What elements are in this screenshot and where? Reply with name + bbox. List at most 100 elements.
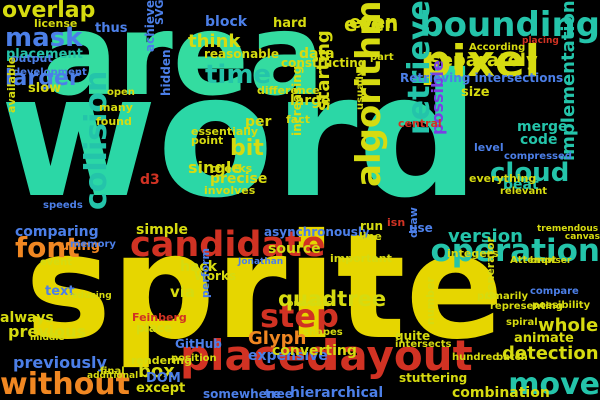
word-cloud-word: difference [257,84,320,97]
word-cloud-word: tree [265,387,293,400]
word-cloud-word: compressed [504,151,572,162]
word-cloud-word: primarily [477,291,528,302]
word-cloud-word: stuttering [399,371,468,385]
word-cloud-word: central [398,117,442,130]
word-cloud-word: memory [70,239,116,250]
word-cloud-word: increasing [290,65,304,136]
word-cloud-word: everything [469,172,537,185]
word-cloud-word: point [191,134,224,147]
word-cloud-word: somewhere [203,387,281,400]
word-cloud-word: detection [502,343,599,364]
word-cloud-word: block [205,14,248,30]
word-cloud-word: reducing [67,291,112,301]
word-cloud-word: representing [490,301,563,312]
word-cloud-word: perform [199,248,212,298]
word-cloud-word: spiral [506,317,538,328]
word-cloud-word: possibility [532,300,591,311]
word-cloud-word: relevant [500,186,548,197]
word-cloud-word: code [520,132,558,148]
word-cloud-word: Attempt [510,255,557,266]
word-cloud-word: candidate [130,225,326,265]
word-cloud-word: run [360,219,384,233]
word-cloud-word: reasonable [204,47,280,61]
word-cloud-word: whole [538,315,599,336]
word-cloud-word: output [11,52,53,65]
word-cloud-word: slow [28,81,62,96]
word-cloud-word: merge [517,119,568,135]
word-cloud-word: compare [530,286,579,297]
word-cloud-word: pixel [420,36,540,87]
word-cloud-word: According [469,42,526,53]
word-cloud-word: single [188,158,243,177]
word-cloud-word: DOM [146,371,181,386]
word-cloud-word: Generator [484,237,497,300]
word-cloud-word: hundred [452,352,500,363]
word-cloud-word: available [5,56,18,113]
word-cloud-word: even [349,12,398,33]
word-cloud-word: hierarchical [290,385,384,400]
word-cloud-word: event [40,257,72,268]
word-cloud-word: canvas [564,232,600,242]
word-cloud-word: font [15,231,80,264]
word-cloud-word: move [508,367,600,400]
word-cloud-word: Works [194,269,237,283]
word-cloud-word: constructing [281,56,367,70]
word-cloud-word: involves [204,184,256,197]
word-cloud-word: achieve [143,0,157,52]
word-cloud-word: speeds [43,200,83,211]
word-cloud-word: expensive [248,348,328,364]
word-cloud-word: placing [522,36,559,46]
word-cloud-word: bounding [419,5,600,45]
word-cloud-word: without [0,367,131,400]
word-cloud-word: placed [180,331,337,380]
word-cloud-word: operation [430,233,600,269]
word-cloud-word: converting [272,343,357,359]
word-cloud-word: larger [5,66,80,91]
word-cloud-word: cloud [490,158,570,188]
word-cloud-word: additional [87,371,139,381]
word-cloud-word: hard [273,16,307,31]
word-cloud-word: large [290,93,331,109]
word-cloud-word: batch [496,352,528,363]
word-cloud-word: open [107,87,135,98]
word-cloud-word: integers [447,247,499,260]
word-cloud-word: license [34,17,78,30]
word-cloud-word: separately [430,50,538,71]
word-cloud-word: quite [395,329,431,343]
word-cloud-word: using [60,239,101,254]
word-cloud-word: via [170,283,196,301]
word-cloud-word: asynchronously [264,225,370,239]
word-cloud-word: GitHub [175,337,222,351]
word-cloud-word: word [0,38,480,236]
word-cloud-word: overlap [2,0,96,23]
word-cloud-word: Feinberg [132,311,187,324]
word-cloud-word: essentially [191,125,259,138]
word-cloud-word: development [13,67,87,78]
word-cloud-word: important [330,252,392,265]
word-cloud-word: position [171,353,217,364]
word-cloud-word: rendering [131,354,192,367]
word-cloud-word: beat [503,177,539,193]
word-cloud-word: think [188,31,241,52]
word-cloud-word: found [96,115,132,128]
word-cloud-word: middle [30,333,65,343]
word-cloud-word: even [344,12,399,36]
word-cloud-word: final [100,366,125,377]
word-cloud-word: intersects [395,339,452,350]
word-cloud-word: box [138,361,175,382]
word-cloud-word: level [474,141,504,154]
word-cloud-word: placement [6,47,83,62]
word-cloud-word: hack [180,259,218,275]
word-cloud-word: use [409,221,433,235]
word-cloud-word: bit [230,136,264,161]
word-cloud-word: part [370,52,394,63]
word-cloud-word: simple [136,222,189,238]
word-cloud-word: version [448,226,523,247]
word-cloud-word: Jonathan [238,257,284,267]
word-cloud-word: Glyph [248,328,307,349]
word-cloud-word: shapes [303,327,343,338]
word-cloud-word: step [260,297,339,335]
word-cloud-word: isn [387,216,406,229]
word-cloud-word: layout [325,331,473,380]
word-cloud-word: usually [355,69,366,110]
